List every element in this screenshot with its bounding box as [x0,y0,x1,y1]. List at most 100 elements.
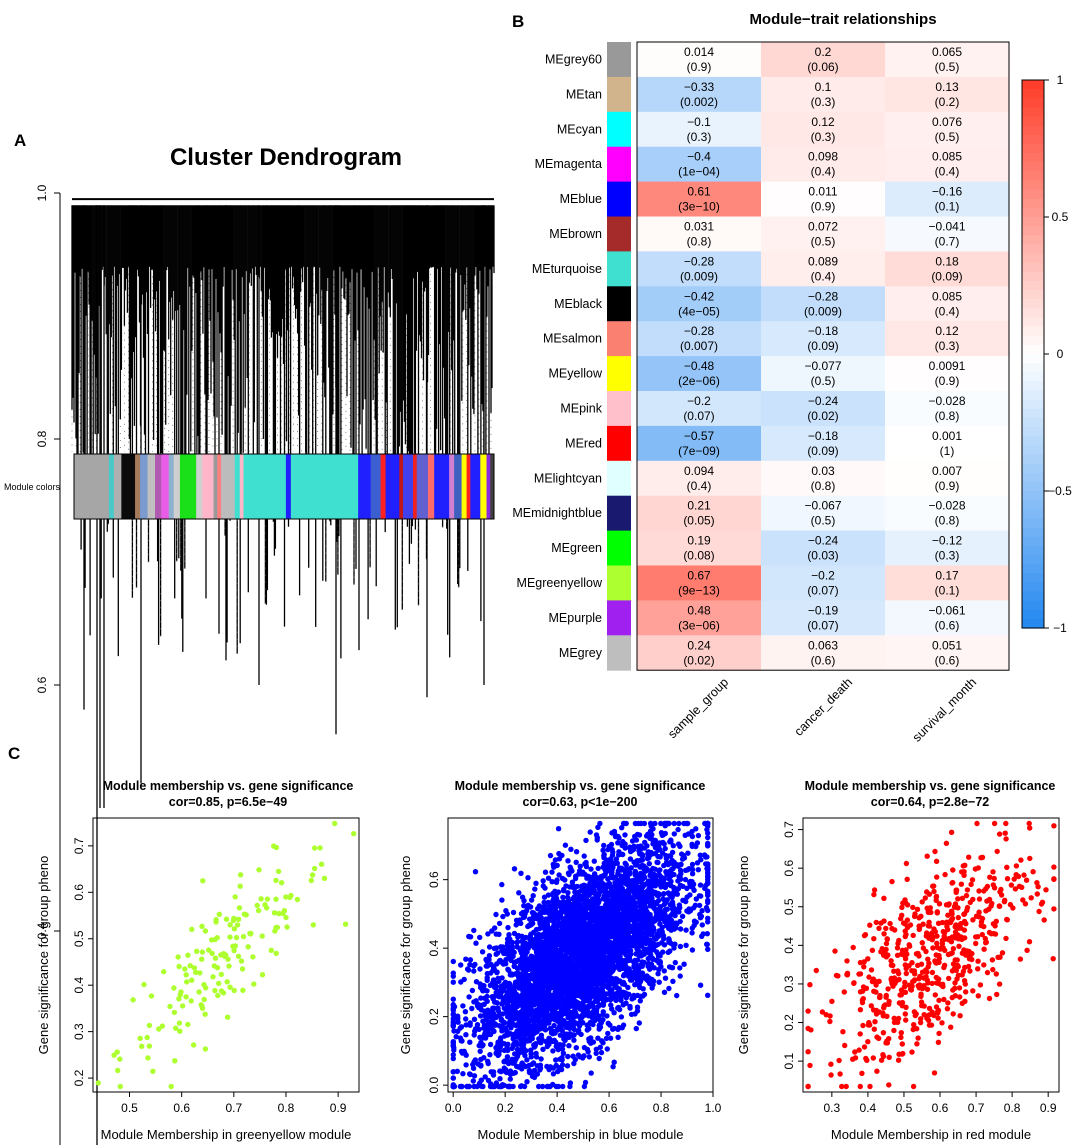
scatter-point [227,922,233,928]
scatter-point [634,1008,641,1014]
scatter-point [283,914,289,921]
scatter-point [480,1018,486,1024]
scatter-point [683,942,689,948]
scatter-point [636,895,642,902]
scatter-point [535,906,541,912]
cell-pvalue: (0.4) [811,269,836,283]
scatter-point [450,970,456,976]
legend-gradient-step [1022,290,1044,300]
module-row-label: MEgreen [551,541,602,555]
scatter-point [659,832,665,838]
module-color-segment [243,454,287,519]
scatter-point [467,1071,473,1078]
scatter-point [506,932,512,938]
scatter-point [526,941,533,947]
scatter-point [595,1035,601,1041]
scatter-point [510,999,516,1006]
heatmap-cell [761,181,886,217]
scatter-point [182,966,188,972]
scatter-point [643,931,649,937]
scatter-point [584,1046,591,1053]
scatter-point [662,975,669,981]
scatter-point [693,826,699,832]
scatter-point [664,906,670,912]
legend-gradient-step [1022,134,1044,145]
module-row-label: MEpurple [549,611,603,625]
scatter-point [699,922,705,928]
scatter-point [351,831,357,837]
cell-pvalue: (3e−10) [678,200,720,214]
scatter-point [640,907,646,913]
module-color-segment [416,454,429,519]
scatter-point [476,1026,482,1033]
scatter-point [203,985,209,991]
scatter-point [668,837,674,843]
scatter-point [202,928,209,934]
scatter-point [237,872,244,878]
cell-pvalue: (0.1) [935,200,960,214]
legend-gradient-step [1022,299,1044,309]
scatter-point [467,962,473,968]
scatter-point [523,934,529,941]
scatter-point [533,880,539,886]
scatter-point [574,897,581,904]
scatter-point [652,889,659,896]
scatter-point [645,849,652,855]
module-swatch [607,251,631,287]
heatmap-cell [885,76,1010,113]
heatmap-cell [637,321,762,357]
scatter-point [656,979,662,985]
heatmap-cell [885,356,1010,392]
scatter-point [538,1056,544,1062]
scatter-point [557,1023,563,1030]
scatter-point [677,965,683,971]
scatter-point [591,858,597,864]
scatter-point [483,963,489,969]
scatter-point [511,866,518,872]
y-tick-label: 0.2 [72,1069,86,1086]
scatter-point [500,961,507,967]
heatmap-cell [885,565,1010,601]
cell-pvalue: (0.8) [935,514,960,528]
heatmap-cell [637,111,762,148]
cell-pvalue: (7e−09) [678,444,720,458]
scatter-point [705,830,711,836]
scatter-point [577,863,583,869]
scatter-point [199,923,205,929]
scatter-point [511,930,518,937]
scatter-point [596,974,602,980]
module-swatch [607,391,631,427]
scatter-point [231,915,237,922]
scatter-point [472,1057,478,1063]
module-color-segment [454,454,462,519]
scatter-point [530,920,536,927]
scatter-point [227,934,233,940]
scatter-point [550,890,556,897]
scatter-point [581,918,587,924]
scatter-point [547,852,554,859]
heatmap-cell [637,391,762,427]
scatter-point [470,1065,477,1072]
scatter-point [159,1023,166,1029]
scatter-point [503,1067,509,1073]
heatmap-border [636,41,1010,671]
scatter-point [615,1026,621,1033]
heatmap-cell [761,111,886,148]
scatter-point [620,973,627,979]
scatter-point [606,940,612,946]
cell-pvalue: (0.3) [935,339,960,353]
scatter-point [587,829,593,835]
scatter-point [554,961,560,968]
module-row-label: MEturquoise [532,262,602,276]
scatter-point [520,963,527,969]
scatter-point [551,864,557,870]
cell-correlation: −0.19 [808,603,839,617]
heatmap-panel: Module−trait relationships MEgrey60 0.014… [512,11,1072,745]
module-row-label: MEred [565,436,602,450]
cell-pvalue: (0.6) [935,618,960,632]
scatter-point [581,1012,588,1018]
cell-correlation: 0.085 [932,150,962,164]
scatter-point [603,1035,610,1042]
cell-correlation: 0.065 [932,45,962,59]
dendrogram-tick-label: 0.4 [35,922,49,939]
